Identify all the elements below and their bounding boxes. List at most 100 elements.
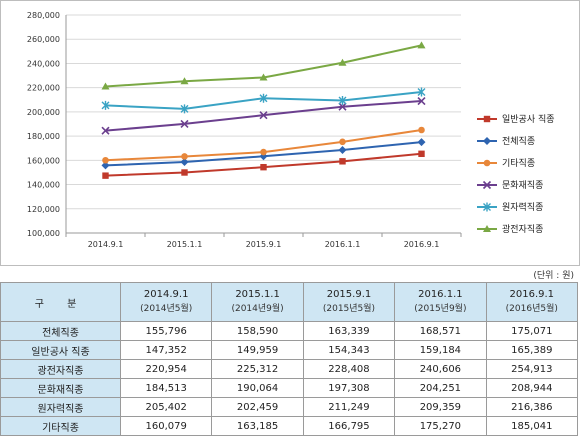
x-tick-label: 2016.9.1 [404, 240, 440, 249]
column-header: 2015.1.1 (2014년9월) [211, 282, 304, 322]
data-point [417, 96, 426, 106]
data-point [338, 96, 347, 106]
data-point [260, 148, 267, 156]
x-tick-label: 2015.9.1 [246, 240, 282, 249]
category-header: 구 분 [0, 282, 121, 322]
y-tick-label: 140,000 [27, 181, 60, 190]
table-cell: 211,249 [302, 397, 396, 417]
data-point [338, 102, 347, 111]
table-row: 기타직종 160,079 163,185 166,795 175,270 185… [0, 416, 579, 436]
data-point [418, 150, 425, 158]
x-tick-label: 2014.9.1 [88, 240, 124, 249]
x-tick-label: 2015.1.1 [167, 240, 203, 249]
data-point [101, 82, 110, 90]
data-point [338, 58, 347, 66]
column-header: 2015.9.1 (2015년5월) [302, 282, 396, 322]
data-point [180, 119, 189, 128]
table-cell: 163,339 [302, 321, 396, 341]
legend-label: 전체직종 [502, 136, 535, 147]
data-point [338, 145, 347, 154]
data-point [181, 153, 188, 160]
table-row: 일반공사 직종 147,352 149,959 154,343 159,184 … [0, 340, 579, 360]
data-point [418, 126, 425, 134]
data-point [102, 172, 109, 179]
data-point [181, 169, 188, 176]
legend-marker [483, 225, 491, 232]
table-cell: 175,071 [485, 321, 579, 341]
y-tick-label: 100,000 [27, 229, 60, 238]
data-point [417, 41, 426, 49]
unit-note: (단위 : 원) [533, 271, 574, 281]
legend-marker [483, 137, 491, 145]
y-tick-label: 200,000 [27, 108, 60, 117]
table-cell: 154,343 [302, 340, 396, 360]
data-point [417, 138, 426, 147]
data-point [417, 87, 426, 97]
table-row: 광전자직종 220,954 225,312 228,408 240,606 25… [0, 359, 579, 379]
column-header: 2016.1.1 (2015년9월) [394, 282, 487, 322]
data-point [339, 138, 346, 146]
table-row: 문화재직종 184,513 190,064 197,308 204,251 20… [0, 378, 579, 398]
table-cell: 202,459 [211, 397, 304, 417]
data-point [339, 158, 346, 165]
row-label: 광전자직종 [0, 359, 121, 379]
y-tick-label: 220,000 [27, 84, 60, 93]
data-point [260, 163, 267, 171]
table-cell: 185,041 [485, 416, 579, 436]
table-row: 전체직종 155,796 158,590 163,339 168,571 175… [0, 321, 579, 341]
legend-label: 기타직종 [502, 158, 535, 169]
legend-marker [483, 202, 491, 212]
table-cell: 216,386 [485, 397, 579, 417]
table-cell: 197,308 [302, 378, 396, 398]
table-cell: 220,954 [119, 359, 213, 379]
legend-marker [483, 115, 491, 123]
row-label: 기타직종 [0, 416, 121, 436]
table-cell: 254,913 [485, 359, 579, 379]
table-cell: 225,312 [211, 359, 304, 379]
table-cell: 166,795 [302, 416, 396, 436]
legend-label: 문화재직종 [502, 180, 543, 191]
table-cell: 165,389 [485, 340, 579, 360]
column-header: 2016.9.1 (2016년5월) [485, 282, 579, 322]
table-cell: 158,590 [211, 321, 304, 341]
table-cell: 149,959 [211, 340, 304, 360]
y-tick-label: 240,000 [27, 59, 60, 68]
legend-label: 원자력직종 [502, 201, 543, 213]
y-tick-label: 180,000 [27, 132, 60, 141]
table-cell: 240,606 [394, 359, 487, 379]
row-label: 문화재직종 [0, 378, 121, 398]
table-row: 원자력직종 205,402 202,459 211,249 209,359 21… [0, 397, 579, 417]
table-cell: 228,408 [302, 359, 396, 379]
legend-label: 광전자직종 [502, 223, 543, 235]
legend-marker [483, 159, 491, 167]
table-cell: 155,796 [119, 321, 213, 341]
table-cell: 163,185 [211, 416, 304, 436]
wage-data-table: 구 분 2014.9.1 (2014년5월) 2015.1.1 (2014년9월) … [0, 282, 579, 436]
data-point [259, 93, 268, 103]
table-cell: 209,359 [394, 397, 487, 417]
y-tick-label: 120,000 [27, 205, 60, 214]
table-cell: 208,944 [485, 378, 579, 398]
table-cell: 147,352 [119, 340, 213, 360]
data-point [101, 126, 110, 135]
data-point [101, 161, 110, 170]
table-cell: 160,079 [119, 416, 213, 436]
table-cell: 204,251 [394, 378, 487, 398]
table-cell: 159,184 [394, 340, 487, 360]
y-tick-label: 260,000 [27, 35, 60, 44]
data-point [259, 73, 268, 81]
table-cell: 175,270 [394, 416, 487, 436]
y-tick-label: 280,000 [27, 11, 60, 20]
y-tick-label: 160,000 [27, 156, 60, 165]
data-point [180, 158, 189, 167]
table-cell: 184,513 [119, 378, 213, 398]
legend-label: 일반공사 직종 [502, 114, 555, 125]
column-header: 2014.9.1 (2014년5월) [119, 282, 213, 322]
row-label: 전체직종 [0, 321, 121, 341]
data-point [101, 100, 110, 110]
data-point [180, 104, 189, 114]
table-cell: 205,402 [119, 397, 213, 417]
row-label: 원자력직종 [0, 397, 121, 417]
data-point [180, 77, 189, 85]
table-cell: 168,571 [394, 321, 487, 341]
